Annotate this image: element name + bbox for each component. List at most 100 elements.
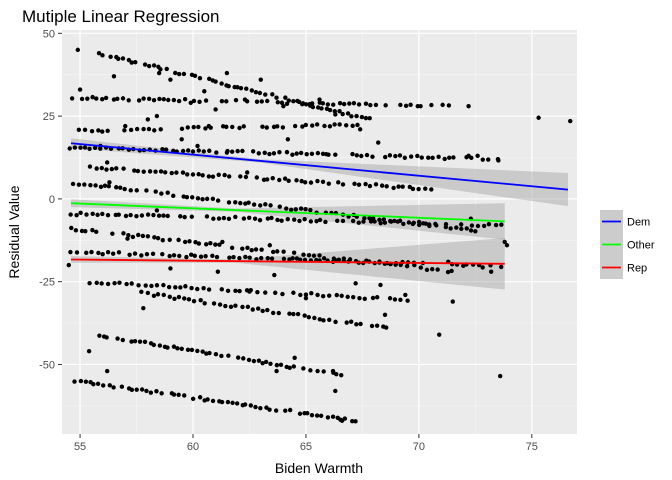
x-tick-label: 60: [187, 441, 199, 453]
data-point: [158, 67, 162, 71]
data-point: [447, 156, 451, 160]
data-point: [398, 298, 402, 302]
data-point: [223, 304, 227, 308]
data-point: [284, 206, 288, 210]
data-point: [371, 296, 375, 300]
data-point: [470, 223, 474, 227]
data-point: [301, 253, 305, 257]
data-point: [304, 296, 308, 300]
data-point: [257, 151, 261, 155]
data-point: [108, 383, 112, 387]
data-point: [225, 150, 229, 154]
data-point: [211, 197, 215, 201]
data-point: [151, 213, 155, 217]
data-point: [173, 71, 177, 75]
data-point: [178, 214, 182, 218]
data-point: [147, 127, 151, 131]
data-point: [358, 322, 362, 326]
data-point: [79, 379, 83, 383]
data-point: [267, 152, 271, 156]
data-point: [189, 286, 193, 290]
data-point: [295, 256, 299, 260]
data-point: [230, 401, 234, 405]
data-point: [182, 393, 186, 397]
data-point: [344, 123, 348, 127]
data-point: [146, 117, 150, 121]
data-point: [255, 290, 259, 294]
data-point: [152, 128, 156, 132]
data-point: [191, 149, 195, 153]
data-point: [347, 101, 351, 105]
data-point: [260, 99, 264, 103]
data-point: [122, 128, 126, 132]
data-point: [499, 265, 503, 269]
data-point: [442, 157, 446, 161]
data-point: [275, 363, 279, 367]
data-point: [272, 151, 276, 155]
data-point: [157, 71, 161, 75]
data-point: [277, 311, 281, 315]
data-point: [375, 295, 379, 299]
data-point: [315, 413, 319, 417]
data-point: [168, 266, 172, 270]
data-point: [355, 123, 359, 127]
data-point: [231, 255, 235, 259]
data-point: [87, 281, 91, 285]
data-point: [107, 184, 111, 188]
data-point: [170, 171, 174, 175]
data-point: [207, 124, 211, 128]
data-point: [97, 333, 101, 337]
data-point: [177, 254, 181, 258]
data-point: [204, 98, 208, 102]
data-point: [302, 313, 306, 317]
data-point: [160, 147, 164, 151]
data-point: [83, 145, 87, 149]
data-point: [190, 195, 194, 199]
data-point: [391, 186, 395, 190]
data-point: [315, 293, 319, 297]
data-point: [328, 124, 332, 128]
x-tick-label: 75: [526, 441, 538, 453]
data-point: [260, 309, 264, 313]
data-point: [459, 222, 463, 226]
legend-label-dem: Dem: [627, 217, 650, 229]
data-point: [421, 221, 425, 225]
data-point: [243, 402, 247, 406]
data-point: [283, 408, 287, 412]
data-point: [319, 414, 323, 418]
data-point: [254, 247, 258, 251]
data-point: [278, 204, 282, 208]
data-point: [230, 149, 234, 153]
data-point: [425, 268, 429, 272]
data-point: [73, 145, 77, 149]
data-point: [274, 95, 278, 99]
data-point: [168, 77, 172, 81]
data-point: [140, 387, 144, 391]
data-point: [184, 255, 188, 259]
data-point: [224, 125, 228, 129]
data-point: [447, 103, 451, 107]
data-point: [95, 281, 99, 285]
data-point: [84, 379, 88, 383]
data-point: [357, 102, 361, 106]
data-point: [267, 407, 271, 411]
data-point: [292, 356, 296, 360]
data-point: [182, 215, 186, 219]
data-point: [235, 401, 239, 405]
data-point: [135, 387, 139, 391]
data-point: [370, 324, 374, 328]
data-point: [407, 220, 411, 224]
data-point: [197, 241, 201, 245]
data-point: [83, 128, 87, 132]
data-point: [78, 145, 82, 149]
data-point: [275, 218, 279, 222]
data-point: [465, 226, 469, 230]
data-point: [269, 216, 273, 220]
data-point: [100, 129, 104, 133]
data-point: [285, 150, 289, 154]
data-point: [333, 389, 337, 393]
data-point: [204, 242, 208, 246]
data-point: [187, 297, 191, 301]
data-point: [295, 99, 299, 103]
